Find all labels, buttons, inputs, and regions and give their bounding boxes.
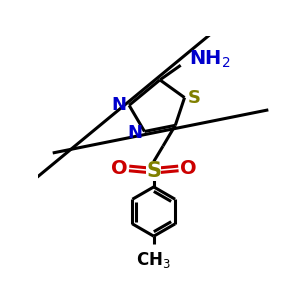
Text: N: N bbox=[112, 96, 127, 114]
Text: S: S bbox=[146, 161, 161, 181]
Text: O: O bbox=[180, 159, 196, 178]
Text: O: O bbox=[111, 159, 128, 178]
Text: S: S bbox=[188, 89, 201, 107]
Text: N: N bbox=[127, 124, 142, 142]
Text: NH$_2$: NH$_2$ bbox=[189, 48, 231, 70]
Text: CH$_3$: CH$_3$ bbox=[136, 250, 171, 270]
